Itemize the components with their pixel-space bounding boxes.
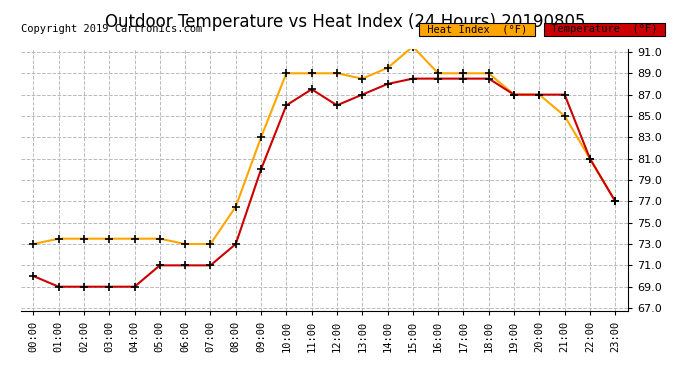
Text: Copyright 2019 Cartronics.com: Copyright 2019 Cartronics.com bbox=[21, 24, 202, 34]
Text: Heat Index  (°F): Heat Index (°F) bbox=[421, 24, 533, 34]
Text: Outdoor Temperature vs Heat Index (24 Hours) 20190805: Outdoor Temperature vs Heat Index (24 Ho… bbox=[105, 13, 585, 31]
Text: Temperature  (°F): Temperature (°F) bbox=[545, 24, 664, 34]
